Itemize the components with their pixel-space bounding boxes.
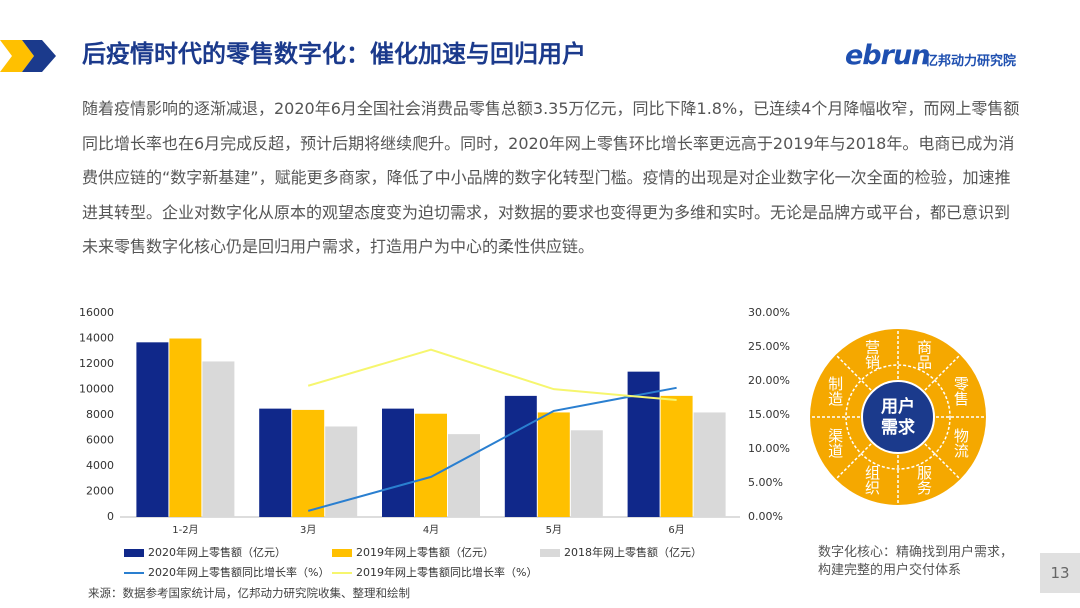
bar <box>504 395 537 517</box>
y2-tick-label: 25.00% <box>748 340 790 353</box>
logo-sub: 亿邦动力研究院 <box>925 54 1017 69</box>
bar <box>292 409 325 517</box>
y-tick-label: 8000 <box>86 408 114 421</box>
source: 来源：数据参考国家统计局，亿邦动力研究院收集、整理和绘制 <box>88 586 410 600</box>
wheel-divider <box>835 354 872 391</box>
segment-label: 组织 <box>863 465 881 495</box>
bar <box>448 434 480 517</box>
legend-label: 2019年网上零售额同比增长率（%） <box>356 565 537 579</box>
legend-label: 2020年网上零售额同比增长率（%） <box>148 565 329 579</box>
center-label: 需求 <box>881 417 915 438</box>
x-tick-label: 6月 <box>668 524 684 536</box>
x-tick-label: 1-2月 <box>172 524 198 536</box>
wheel-divider <box>835 443 872 480</box>
legend-swatch <box>540 549 560 557</box>
x-tick-label: 5月 <box>546 524 562 536</box>
y2-tick-label: 15.00% <box>748 408 790 421</box>
legend-swatch <box>124 549 144 557</box>
logo-arrow <box>0 40 34 72</box>
y2-tick-label: 5.00% <box>748 476 783 489</box>
y2-tick-label: 10.00% <box>748 442 790 455</box>
bar <box>537 412 570 517</box>
y2-tick-label: 0.00% <box>748 510 783 523</box>
page-number: 13 <box>1040 553 1080 593</box>
wheel-ring <box>845 364 951 470</box>
y-tick-label: 12000 <box>79 357 114 370</box>
y2-tick-label: 20.00% <box>748 374 790 387</box>
wheel-divider <box>924 354 961 391</box>
segment-label: 渠道 <box>826 428 844 458</box>
bar <box>693 412 726 517</box>
diagram-caption: 数字化核心：精确找到用户需求，构建完整的用户交付体系 <box>818 545 1014 578</box>
bar <box>660 395 693 517</box>
legend-label: 2019年网上零售额（亿元） <box>356 545 494 559</box>
y-tick-label: 10000 <box>79 383 114 396</box>
y-tick-label: 4000 <box>86 459 114 472</box>
wheel-center <box>861 380 935 454</box>
line <box>307 348 677 402</box>
bar <box>202 361 235 517</box>
bar <box>570 430 603 517</box>
bar <box>415 413 447 517</box>
logo: ebrun <box>845 40 930 71</box>
legend-swatch <box>332 549 352 557</box>
segment-label: 服务 <box>915 465 933 496</box>
segment-label: 零售 <box>952 376 970 406</box>
wheel-divider <box>924 443 961 480</box>
bar <box>169 338 202 517</box>
y-tick-label: 6000 <box>86 434 114 447</box>
segment-label: 营销 <box>863 339 881 370</box>
y-tick-label: 16000 <box>79 306 114 319</box>
x-tick-label: 4月 <box>423 524 439 536</box>
y-tick-label: 0 <box>107 510 114 523</box>
segment-label: 物流 <box>952 428 970 459</box>
body-text: 随着疫情影响的逐渐减退，2020年6月全国社会消费品零售总额3.35万亿元，同比… <box>82 99 1020 256</box>
segment-label: 制造 <box>826 376 844 407</box>
bar <box>382 408 414 517</box>
y-tick-label: 14000 <box>79 332 114 345</box>
bar <box>325 426 358 517</box>
y-tick-label: 2000 <box>86 485 114 498</box>
legend-label: 2020年网上零售额（亿元） <box>148 545 286 559</box>
y2-tick-label: 30.00% <box>748 306 790 319</box>
title: 后疫情时代的零售数字化：催化加速与回归用户 <box>82 40 586 68</box>
line <box>307 386 677 512</box>
center-label: 用户 <box>881 396 915 417</box>
legend-label: 2018年网上零售额（亿元） <box>564 545 702 559</box>
logo-arrow <box>22 40 56 72</box>
segment-label: 商品 <box>915 339 933 369</box>
bar <box>136 342 169 517</box>
x-tick-label: 3月 <box>300 524 316 536</box>
bar <box>259 408 292 517</box>
